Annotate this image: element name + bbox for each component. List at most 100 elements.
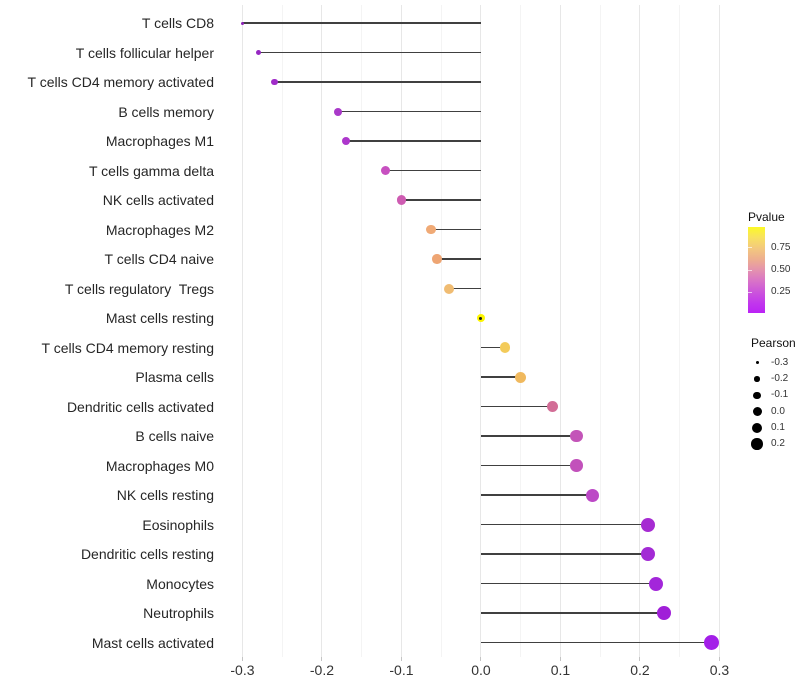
pearson-size-label: -0.1 xyxy=(771,389,789,401)
category-label: Monocytes xyxy=(146,575,214,592)
pearson-size-label: -0.3 xyxy=(771,356,789,368)
category-label: Eosinophils xyxy=(142,516,214,533)
category-label: B cells naive xyxy=(135,428,214,444)
gridline-minor xyxy=(361,5,363,657)
pearson-size-dot xyxy=(753,391,761,400)
lollipop-dot xyxy=(656,605,672,621)
category-label: Mast cells resting xyxy=(105,310,214,326)
lollipop-dot xyxy=(546,400,559,413)
pvalue-tick-label: 0.75 xyxy=(771,241,791,253)
category-label: T cells CD8 xyxy=(141,15,214,31)
lollipop-stem xyxy=(345,140,481,142)
pearson-size-dot xyxy=(755,361,759,365)
gridline-minor xyxy=(440,5,442,657)
lollipop-dot xyxy=(570,459,583,472)
lollipop-stem xyxy=(385,169,481,172)
gridline-major xyxy=(639,5,641,657)
lollipop-stem xyxy=(437,258,481,260)
x-axis-tick-label: 0.0 xyxy=(471,662,491,678)
pvalue-legend-title: Pvalue xyxy=(748,210,785,224)
gridline-major xyxy=(718,5,720,657)
pearson-size-dot xyxy=(751,438,763,450)
lollipop-stem xyxy=(480,582,656,585)
category-label: NK cells resting xyxy=(116,487,214,503)
lollipop-stem xyxy=(242,22,481,24)
lollipop-stem xyxy=(480,494,593,496)
lollipop-stem xyxy=(449,287,481,290)
lollipop-stem xyxy=(480,346,505,349)
x-axis-tick xyxy=(400,657,402,661)
lollipop-dot xyxy=(515,371,527,383)
lollipop-dot xyxy=(585,488,599,502)
x-axis-tick-label: 0.3 xyxy=(709,662,730,678)
lollipop-dot xyxy=(240,21,244,25)
x-axis-tick xyxy=(718,657,720,661)
category-label: Macrophages M1 xyxy=(105,133,214,149)
pvalue-tick-label: 0.50 xyxy=(771,264,791,275)
lollipop-dot xyxy=(396,195,407,205)
lollipop-dot xyxy=(255,50,261,55)
category-label: Dendritic cells activated xyxy=(66,398,214,415)
category-label: T cells regulatory Tregs xyxy=(64,280,214,297)
x-axis-tick-label: 0.1 xyxy=(550,662,571,678)
gridline-minor xyxy=(281,5,283,657)
gridline-major xyxy=(321,5,323,657)
category-label: B cells memory xyxy=(118,103,214,120)
gridline-major xyxy=(559,5,561,657)
category-label: T cells CD4 memory activated xyxy=(27,74,214,90)
lollipop-stem xyxy=(480,405,553,408)
lollipop-stem xyxy=(480,376,521,378)
x-axis-tick-label: -0.3 xyxy=(230,662,255,678)
pearson-legend-title: Pearson xyxy=(751,336,796,350)
category-label: NK cells activated xyxy=(102,192,214,208)
lollipop-dot xyxy=(380,165,391,176)
lollipop-dot xyxy=(570,429,583,443)
pvalue-colorbar-tick xyxy=(748,247,752,249)
lollipop-dot xyxy=(426,224,436,235)
lollipop-stem xyxy=(430,228,481,231)
category-label: Macrophages M0 xyxy=(105,457,214,474)
lollipop-stem xyxy=(258,51,481,54)
pearson-size-label: -0.2 xyxy=(771,373,789,384)
lollipop-stem xyxy=(480,641,712,644)
category-label: Macrophages M2 xyxy=(105,221,214,238)
lollipop-dot xyxy=(640,547,655,561)
pearson-size-dot xyxy=(752,422,762,433)
x-axis-tick xyxy=(639,657,641,661)
gridline-minor xyxy=(679,5,681,657)
x-axis-tick-label: -0.1 xyxy=(389,662,414,678)
x-axis-tick xyxy=(321,657,323,661)
lollipop-stem xyxy=(401,199,481,201)
category-label: Neutrophils xyxy=(143,605,214,621)
gridline-major xyxy=(400,5,402,657)
x-axis-tick xyxy=(480,657,482,661)
pearson-size-dot xyxy=(752,407,762,417)
category-label: T cells CD4 naive xyxy=(104,251,214,267)
lollipop-stem xyxy=(480,523,648,526)
lollipop-dot xyxy=(476,314,485,322)
x-axis-tick xyxy=(241,657,243,661)
lollipop-dot xyxy=(432,254,442,264)
pearson-size-label: 0.2 xyxy=(771,438,785,450)
gridline-minor xyxy=(599,5,601,657)
category-label: Mast cells activated xyxy=(91,634,214,651)
gridline-major xyxy=(480,5,482,657)
pearson-size-dot xyxy=(754,376,760,382)
lollipop-stem xyxy=(480,464,577,467)
category-label: T cells follicular helper xyxy=(75,44,214,61)
lollipop-dot xyxy=(648,576,663,591)
dot-center xyxy=(479,316,483,320)
pearson-size-label: 0.0 xyxy=(771,405,785,417)
pvalue-tick-label: 0.25 xyxy=(771,286,791,298)
category-label: T cells gamma delta xyxy=(88,162,214,179)
gridline-minor xyxy=(520,5,522,657)
lollipop-dot xyxy=(499,342,511,353)
lollipop-dot xyxy=(640,517,655,532)
lollipop-stem xyxy=(274,81,481,83)
lollipop-dot xyxy=(444,283,455,294)
pvalue-colorbar-tick xyxy=(748,269,752,271)
gridline-major xyxy=(241,5,243,657)
lollipop-stem xyxy=(480,553,648,555)
lollipop-stem xyxy=(480,435,577,437)
